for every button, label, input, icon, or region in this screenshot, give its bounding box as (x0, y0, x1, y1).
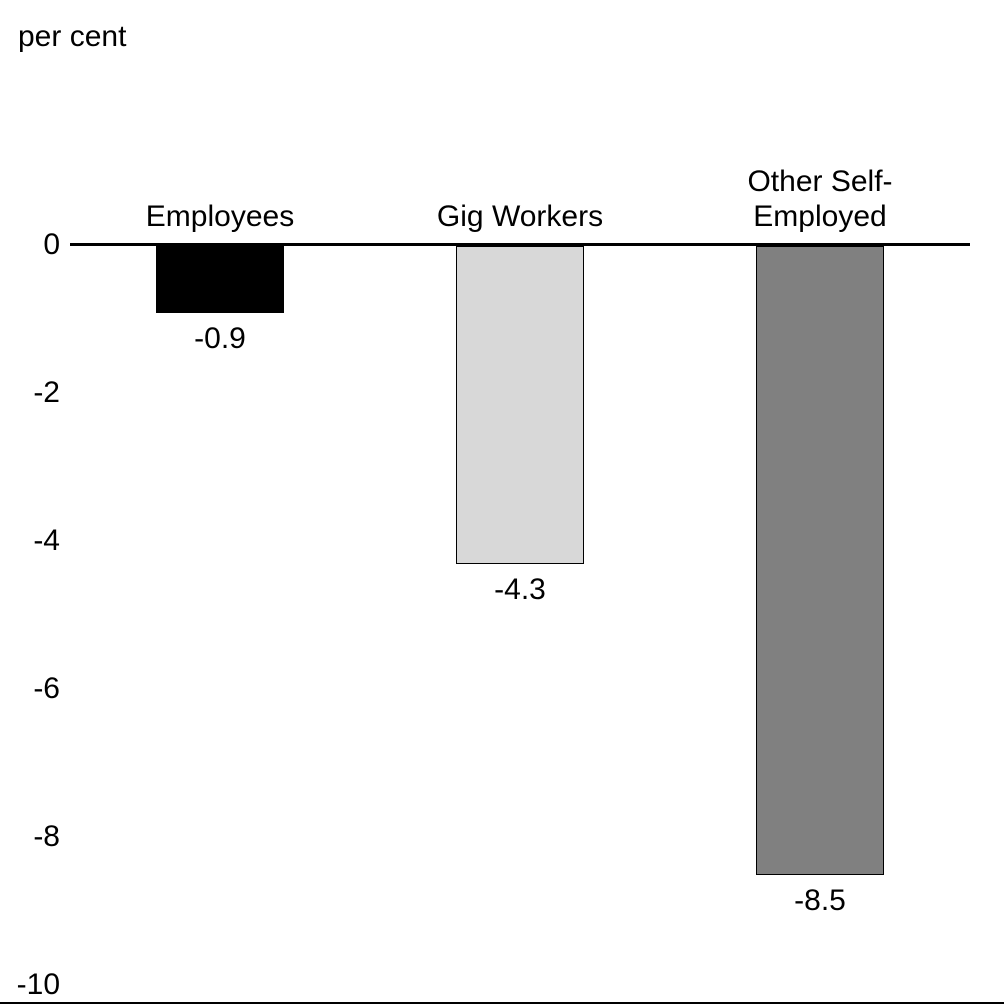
y-tick-2: -4 (0, 524, 60, 558)
category-label-employees: Employees (120, 200, 320, 235)
y-tick-1: -2 (0, 376, 60, 410)
category-label-other: Other Self- Employed (720, 165, 920, 234)
y-axis-title: per cent (18, 20, 126, 54)
category-label-other-line1: Other Self- Employed (747, 165, 892, 233)
y-tick-3: -6 (0, 672, 60, 706)
y-tick-5: -10 (0, 968, 60, 1002)
y-tick-4: -8 (0, 820, 60, 854)
value-label-other: -8.5 (770, 884, 870, 918)
value-label-gig-workers: -4.3 (470, 573, 570, 607)
bar-employees (156, 246, 284, 313)
category-label-gig-workers: Gig Workers (420, 200, 620, 235)
y-tick-0: 0 (0, 228, 60, 262)
bar-gig-workers (456, 246, 584, 564)
value-label-employees: -0.9 (170, 322, 270, 356)
chart-container: per cent 0 -2 -4 -6 -8 -10 Employees Gig… (0, 0, 1004, 1004)
bar-other-self-employed (756, 246, 884, 875)
